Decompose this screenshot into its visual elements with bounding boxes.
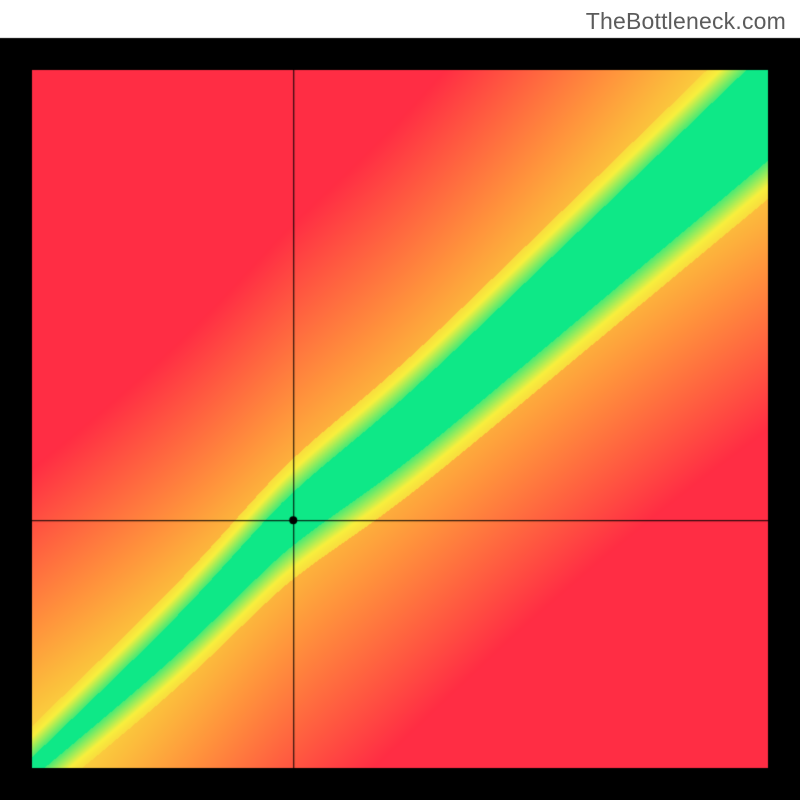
chart-container: TheBottleneck.com — [0, 0, 800, 800]
heatmap-canvas — [0, 0, 800, 800]
watermark-text: TheBottleneck.com — [586, 8, 786, 35]
